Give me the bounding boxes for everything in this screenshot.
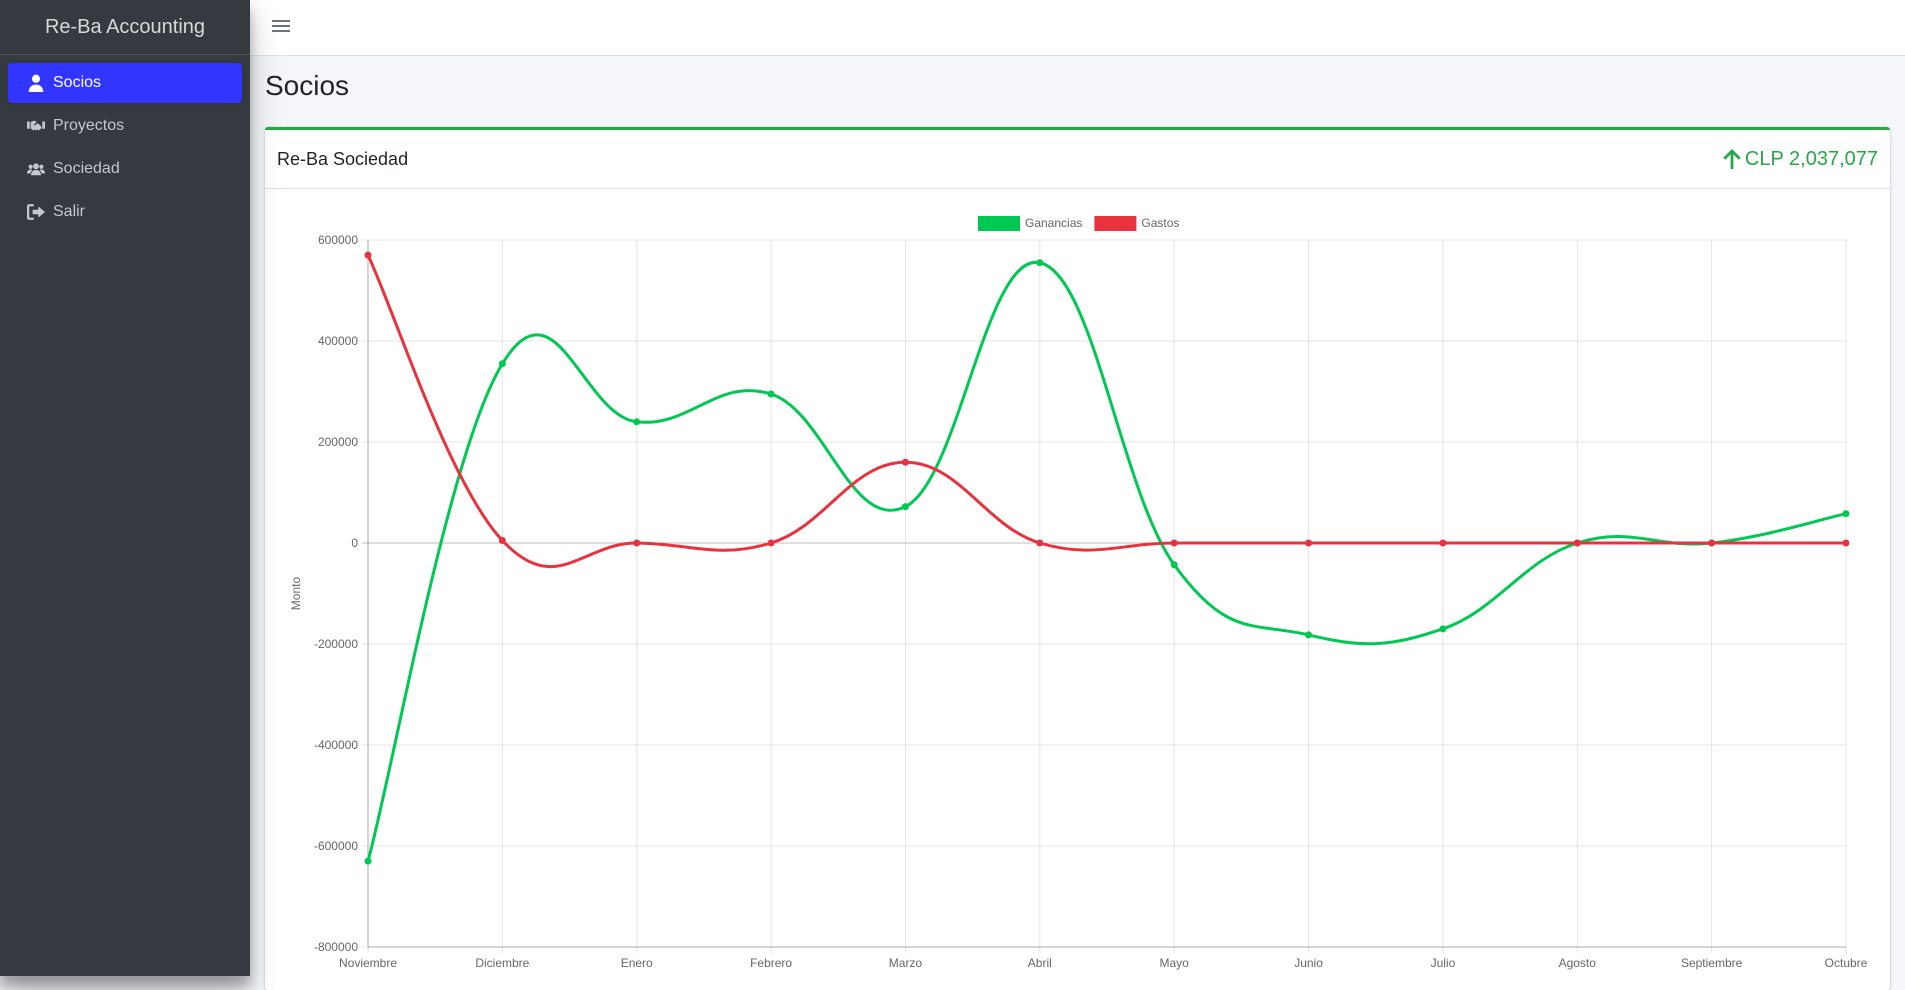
data-point-ganancias <box>364 857 372 865</box>
x-tick-label: Marzo <box>889 956 923 970</box>
x-tick-label: Julio <box>1431 956 1456 970</box>
sidebar-item-label: Proyectos <box>53 117 125 134</box>
chart-axes <box>367 240 1846 948</box>
series-line-gastos <box>366 254 1846 569</box>
series-line-ganancias <box>366 261 1847 862</box>
data-point-gastos <box>1573 539 1581 547</box>
user-icon <box>26 74 46 92</box>
data-point-gastos <box>901 458 909 466</box>
chart-legend: Ganancias Gastos <box>978 216 1179 231</box>
data-point-gastos <box>1036 539 1044 547</box>
data-point-ganancias <box>1439 625 1447 633</box>
y-tick-label: -800000 <box>314 940 358 954</box>
handshake-icon <box>26 117 46 135</box>
top-navbar <box>250 0 1905 56</box>
y-tick-label: 600000 <box>318 233 358 247</box>
legend-swatch-ganancias <box>978 216 1020 231</box>
y-tick-label: -400000 <box>314 738 358 752</box>
card-header: Re-Ba Sociedad CLP 2,037,077 <box>265 130 1890 189</box>
data-point-gastos <box>767 539 775 547</box>
sidebar-item-label: Sociedad <box>53 160 120 177</box>
legend-label-ganancias: Ganancias <box>1025 216 1082 230</box>
x-tick-label: Abril <box>1028 956 1052 970</box>
card-title: Re-Ba Sociedad <box>277 148 409 169</box>
hamburger-icon[interactable] <box>272 17 290 35</box>
page-title: Socios <box>265 70 350 101</box>
card-total: CLP 2,037,077 <box>1723 148 1878 171</box>
users-icon <box>26 160 46 178</box>
chart-series <box>366 254 1847 862</box>
data-point-ganancias <box>633 418 641 426</box>
data-point-gastos <box>1305 539 1313 547</box>
data-point-gastos <box>364 251 372 259</box>
sidebar: Re-Ba Accounting Socios Proyectos Socied… <box>0 0 250 976</box>
x-tick-label: Enero <box>621 956 653 970</box>
data-point-gastos <box>1439 539 1447 547</box>
x-tick-label: Noviembre <box>339 956 397 970</box>
data-point-ganancias <box>498 360 506 368</box>
y-tick-label: 200000 <box>318 435 358 449</box>
data-point-gastos <box>1842 539 1850 547</box>
chart-grid <box>362 239 1847 953</box>
data-point-ganancias <box>767 390 775 398</box>
x-tick-label: Octubre <box>1825 956 1868 970</box>
data-point-gastos <box>498 536 506 544</box>
x-tick-label: Mayo <box>1160 956 1190 970</box>
chart-points <box>364 251 1850 865</box>
sidebar-item-socios[interactable]: Socios <box>8 63 242 103</box>
data-point-gastos <box>633 539 641 547</box>
legend-label-gastos: Gastos <box>1141 216 1179 230</box>
card-total-value: CLP 2,037,077 <box>1744 147 1878 170</box>
x-tick-label: Septiembre <box>1681 956 1743 970</box>
x-tick-label: Junio <box>1294 956 1323 970</box>
x-tick-label: Agosto <box>1559 956 1597 970</box>
data-point-gastos <box>1170 539 1178 547</box>
data-point-ganancias <box>1305 631 1313 639</box>
x-tick-label: Febrero <box>750 956 792 970</box>
sidebar-item-salir[interactable]: Salir <box>8 192 242 232</box>
sign-out-icon <box>26 203 46 221</box>
sidebar-item-label: Salir <box>53 203 86 220</box>
data-point-gastos <box>1708 539 1716 547</box>
sociedad-card: Re-Ba Sociedad CLP 2,037,077 <box>265 127 1890 990</box>
legend-swatch-gastos <box>1094 216 1137 231</box>
y-tick-label: -200000 <box>314 637 358 651</box>
y-tick-label: 0 <box>351 536 358 550</box>
data-point-ganancias <box>1170 561 1178 569</box>
sidebar-item-label: Socios <box>53 74 102 91</box>
y-tick-label: -600000 <box>314 839 358 853</box>
data-point-ganancias <box>901 503 909 511</box>
y-axis-title: Monto <box>289 577 303 611</box>
brand-title[interactable]: Re-Ba Accounting <box>0 0 250 55</box>
arrow-up-icon <box>1723 149 1741 169</box>
y-axis-labels: 600000 400000 200000 0 -200000 -400000 -600000… <box>314 233 358 954</box>
x-axis-labels: Noviembre Diciembre Enero Febrero Marzo Abril… <box>339 956 1868 970</box>
sidebar-item-sociedad[interactable]: Sociedad <box>8 149 242 189</box>
y-tick-label: 400000 <box>318 334 358 348</box>
data-point-ganancias <box>1036 259 1044 267</box>
sidebar-item-proyectos[interactable]: Proyectos <box>8 106 242 146</box>
sidebar-nav: Socios Proyectos Sociedad Salir <box>0 55 250 243</box>
data-point-ganancias <box>1842 510 1850 518</box>
x-tick-label: Diciembre <box>475 956 529 970</box>
